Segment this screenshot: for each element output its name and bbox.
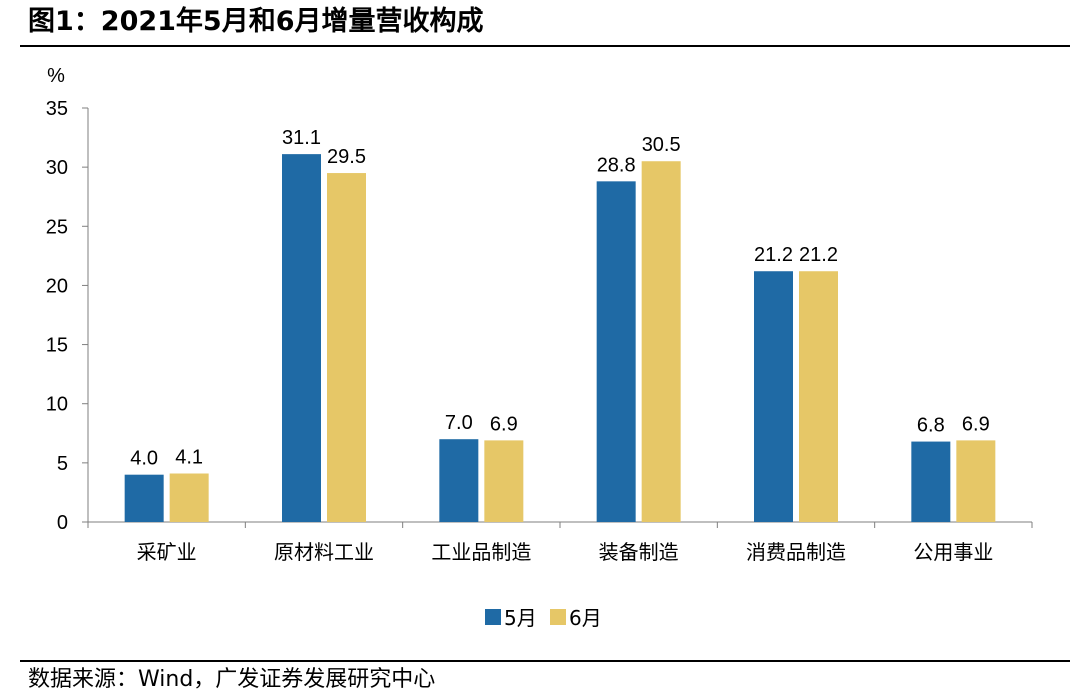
x-axis: 采矿业 原材料工业 工业品制造 装备制造 消费品制造 公用事业 (87, 521, 1033, 564)
legend-swatch (550, 609, 566, 625)
figure-title: 图1：2021年5月和6月增量营收构成 (28, 6, 484, 37)
y-tick-label: 0 (57, 512, 68, 534)
data-label: 7.0 (445, 412, 473, 434)
y-tick-label: 10 (46, 394, 68, 416)
y-axis-unit-label: % (47, 65, 65, 87)
y-tick-label: 5 (57, 453, 68, 475)
source-note: 数据来源：Wind，广发证券发展研究中心 (28, 667, 436, 692)
x-category-label: 装备制造 (599, 540, 679, 564)
y-axis: 0 5 10 15 20 25 30 35% (46, 65, 89, 534)
bar (956, 440, 996, 522)
bar (124, 474, 164, 522)
bar (799, 271, 838, 522)
y-tick-label: 15 (46, 335, 68, 357)
bar-chart: 0 5 10 15 20 25 30 35% 采矿业 原材料工业 工业品制造 装备制造 消费品制造 公用… (46, 65, 1033, 630)
value-labels: 4.0 31.1 7.0 28.8 21.2 6.8 4.1 29.5 6.9 30.5 21.2 6… (130, 127, 989, 470)
data-label: 6.8 (917, 415, 945, 437)
x-category-label: 原材料工业 (274, 540, 374, 564)
bar (484, 440, 524, 522)
y-tick-label: 20 (46, 275, 68, 297)
x-category-label: 采矿业 (137, 540, 197, 564)
data-label: 21.2 (799, 244, 838, 266)
bar (754, 271, 793, 522)
y-tick-label: 25 (46, 216, 68, 238)
bars (124, 154, 996, 523)
data-label: 4.0 (130, 448, 158, 470)
data-label: 4.1 (175, 447, 203, 469)
y-tick-label: 30 (46, 157, 68, 179)
source-rule (20, 660, 1070, 662)
data-label: 6.9 (962, 413, 990, 435)
x-category-label: 工业品制造 (431, 540, 531, 564)
bar (169, 473, 209, 522)
bar (327, 173, 366, 523)
legend-swatch (485, 609, 501, 625)
data-label: 31.1 (282, 127, 321, 149)
title-rule (20, 45, 1070, 47)
bar (439, 439, 479, 522)
bar (596, 181, 636, 522)
legend-label: 6月 (569, 606, 602, 630)
data-label: 28.8 (597, 154, 636, 176)
data-label: 6.9 (490, 413, 518, 435)
y-tick-label: 35 (46, 98, 68, 120)
bar (282, 154, 321, 523)
x-category-label: 消费品制造 (746, 540, 846, 564)
data-label: 30.5 (642, 134, 681, 156)
legend-label: 5月 (504, 606, 537, 630)
data-label: 29.5 (327, 146, 366, 168)
bar (641, 161, 681, 522)
bar (911, 441, 951, 522)
x-category-label: 公用事业 (913, 540, 993, 564)
data-label: 21.2 (754, 244, 793, 266)
legend: 5月 6月 (485, 606, 602, 630)
